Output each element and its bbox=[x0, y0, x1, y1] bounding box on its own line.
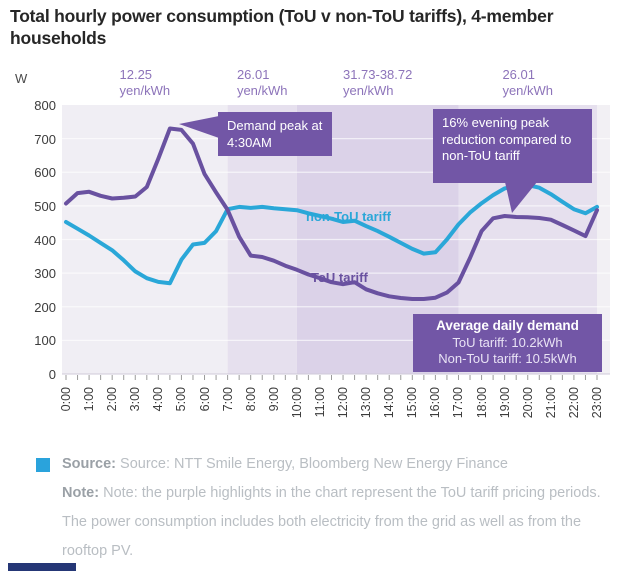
x-tick-label-2:00: 2:00 bbox=[105, 387, 120, 412]
y-tick-label-300: 300 bbox=[34, 266, 56, 282]
pricing-band-label-3: 26.01 yen/kWh bbox=[502, 67, 553, 98]
x-tick-label-18:00: 18:00 bbox=[474, 387, 489, 419]
x-tick-label-8:00: 8:00 bbox=[243, 387, 258, 412]
x-tick-label-16:00: 16:00 bbox=[428, 387, 443, 419]
x-tick-label-9:00: 9:00 bbox=[266, 387, 281, 412]
avg-demand-box: Average daily demand ToU tariff: 10.2kWh… bbox=[413, 314, 602, 372]
series-label-non-tou: non-ToU tariff bbox=[306, 209, 391, 224]
y-tick-label-700: 700 bbox=[34, 131, 56, 147]
y-tick-label-500: 500 bbox=[34, 198, 56, 214]
y-axis-unit-label: W bbox=[15, 71, 28, 86]
x-tick-label-15:00: 15:00 bbox=[405, 387, 420, 419]
x-tick-label-7:00: 7:00 bbox=[220, 387, 235, 412]
pricing-band-unit: yen/kWh bbox=[342, 82, 394, 98]
x-tick-label-23:00: 23:00 bbox=[590, 387, 604, 419]
note-label: Note: bbox=[62, 485, 100, 501]
pricing-band-rate: 31.73-38.72 bbox=[342, 67, 413, 82]
y-tick-label-600: 600 bbox=[34, 165, 56, 181]
avg-demand-non-tou: Non-ToU tariff: 10.5kWh bbox=[438, 351, 577, 367]
y-tick-label-0: 0 bbox=[48, 367, 56, 382]
note-line: Note: Note: the purple highlights in the… bbox=[62, 479, 608, 566]
x-tick-label-21:00: 21:00 bbox=[543, 387, 558, 419]
pricing-band-rate: 12.25 bbox=[119, 67, 153, 82]
y-tick-label-100: 100 bbox=[34, 333, 56, 349]
demand-peak-callout-pointer bbox=[179, 116, 219, 138]
avg-demand-tou: ToU tariff: 10.2kWh bbox=[452, 334, 563, 350]
y-tick-label-800: 800 bbox=[34, 98, 56, 113]
pricing-band-unit: yen/kWh bbox=[502, 82, 554, 98]
pricing-band-label-2: 31.73-38.72 yen/kWh bbox=[343, 67, 412, 98]
demand-peak-callout: Demand peak at 4:30AM bbox=[218, 112, 332, 156]
source-text: Source: NTT Smile Energy, Bloomberg New … bbox=[116, 456, 508, 472]
footer-notes: Source: Source: NTT Smile Energy, Bloomb… bbox=[62, 450, 608, 566]
footer-brand-bar bbox=[8, 563, 76, 571]
y-tick-label-400: 400 bbox=[34, 232, 56, 248]
x-tick-label-17:00: 17:00 bbox=[451, 387, 466, 419]
note-text: Note: the purple highlights in the chart… bbox=[62, 485, 601, 559]
pricing-band-rate: 26.01 bbox=[502, 67, 535, 82]
series-label-tou: ToU tariff bbox=[311, 270, 368, 285]
x-tick-label-22:00: 22:00 bbox=[566, 387, 581, 419]
pricing-band-unit: yen/kWh bbox=[236, 82, 288, 98]
x-tick-label-5:00: 5:00 bbox=[174, 387, 189, 412]
x-tick-label-19:00: 19:00 bbox=[497, 387, 512, 419]
x-tick-label-0:00: 0:00 bbox=[59, 387, 73, 412]
evening-reduction-callout: 16% evening peak reduction compared to n… bbox=[433, 109, 592, 183]
x-tick-label-20:00: 20:00 bbox=[520, 387, 535, 419]
source-bullet-icon bbox=[36, 458, 50, 472]
x-tick-label-3:00: 3:00 bbox=[128, 387, 143, 412]
x-tick-label-13:00: 13:00 bbox=[359, 387, 374, 419]
evening-reduction-callout-pointer bbox=[505, 182, 537, 213]
avg-demand-title: Average daily demand bbox=[436, 318, 579, 334]
x-tick-label-11:00: 11:00 bbox=[312, 387, 327, 418]
x-tick-label-4:00: 4:00 bbox=[151, 387, 166, 412]
pricing-band-label-0: 12.25 yen/kWh bbox=[120, 67, 171, 98]
tou-line bbox=[64, 126, 599, 301]
chart-title: Total hourly power consumption (ToU v no… bbox=[10, 6, 554, 48]
pricing-band-unit: yen/kWh bbox=[119, 82, 171, 98]
x-tick-label-12:00: 12:00 bbox=[336, 387, 351, 419]
pricing-band-rate: 26.01 bbox=[236, 67, 270, 82]
source-label: Source: bbox=[62, 456, 116, 472]
x-tick-label-1:00: 1:00 bbox=[82, 387, 97, 412]
x-tick-label-10:00: 10:00 bbox=[289, 387, 304, 419]
y-tick-label-200: 200 bbox=[34, 299, 56, 315]
pricing-band-label-1: 26.01 yen/kWh bbox=[237, 67, 288, 98]
source-line: Source: Source: NTT Smile Energy, Bloomb… bbox=[62, 450, 608, 479]
x-tick-label-6:00: 6:00 bbox=[197, 387, 212, 412]
x-tick-label-14:00: 14:00 bbox=[382, 387, 397, 419]
